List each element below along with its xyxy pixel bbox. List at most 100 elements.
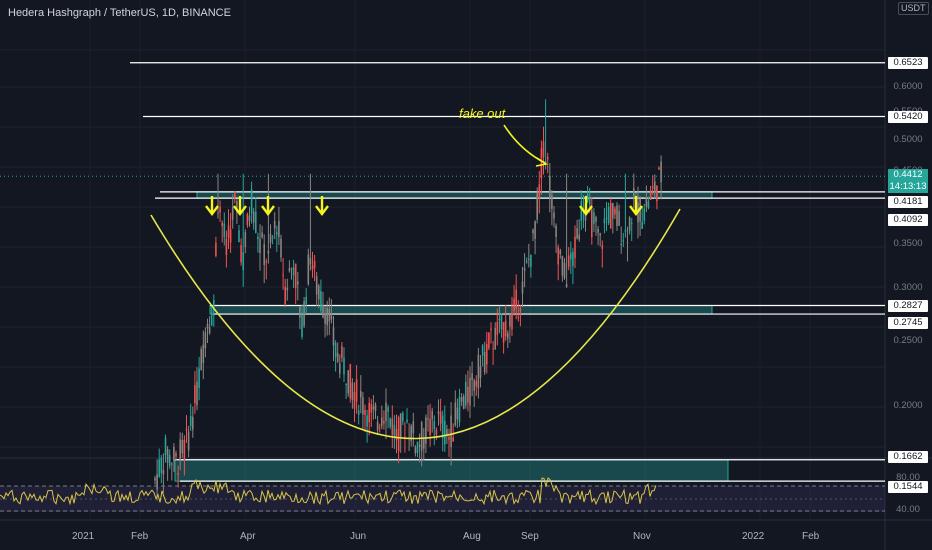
candle-body [196,381,198,406]
candle-body [294,263,297,289]
candle-body [416,441,419,453]
candle-body [250,189,253,214]
candle-body [431,410,433,420]
candle-body [202,344,205,364]
level-label: 0.1544 [888,481,928,494]
candle-body [240,245,242,263]
candle-body [607,206,610,224]
candle-body [521,281,524,294]
y-tick-label: 0.3000 [893,282,923,294]
candle-body [616,205,618,226]
candle-body [486,344,488,365]
candle-body [536,192,538,220]
y-tick-label: 0.2000 [893,400,923,411]
candle-body [187,431,190,451]
candle-body [448,436,450,440]
candle-body [334,343,337,358]
candle-body [271,237,274,239]
candle-body [658,167,660,170]
candle-body [336,352,339,362]
candle-body [549,175,551,198]
candle-body [313,260,316,269]
y-tick-label: 0.3500 [893,237,923,249]
candle-body [395,428,398,441]
candle-body [208,327,211,334]
candle-body [156,474,158,490]
candle-body [563,262,566,278]
candle-body [399,413,402,439]
candle-body [557,247,559,265]
candle-body [341,346,343,359]
candle-body [414,447,417,454]
candle-body [227,225,230,238]
candle-body [185,428,188,431]
candle-body [181,439,184,454]
symbol-title: Hedera Hashgraph / TetherUS, 1D, BINANCE [8,7,231,19]
candle-body [357,410,360,415]
candle-body [471,373,473,381]
candle-body [257,236,259,240]
candle-body [192,416,194,430]
down-arrow-head [315,205,329,216]
candle-body [591,209,593,238]
candle-body [618,211,620,226]
candle-body [441,415,444,439]
candle-body [481,345,484,356]
candle-body [488,332,490,349]
countdown-label: 14:13:13 [888,181,928,194]
candle-body [225,238,228,255]
candle-body [614,208,616,215]
candle-body [315,276,318,295]
candle-body [347,370,349,394]
candle-body [305,296,307,305]
candle-body [456,407,459,420]
candle-body [307,254,310,285]
candle-body [238,230,240,242]
candle-body [507,333,509,339]
candle-body [462,396,465,409]
candle-body [546,156,549,160]
rsi-tick-label: 40.00 [896,504,920,515]
candle-body [339,363,341,374]
candle-body [643,208,646,221]
candle-body [210,312,213,326]
candle-body [234,191,236,198]
candle-body [475,380,478,387]
candle-body [519,308,522,312]
candle-body [286,287,289,291]
candle-body [439,411,442,424]
candle-body [469,377,471,406]
candle-body [204,332,207,349]
currency-badge[interactable]: USDT [898,2,929,15]
candle-body [259,239,261,254]
fakeout-arrow-head [535,157,549,167]
candle-body [561,255,564,276]
candle-body [200,349,202,370]
candle-body [511,313,513,330]
x-tick-label: Aug [463,531,481,542]
fake-out-annotation: fake out [459,106,506,121]
candle-body [290,267,293,269]
candle-body [248,215,251,221]
level-label: 0.6523 [888,56,928,69]
level-label: 0.2745 [888,317,928,330]
candle-body [297,281,299,285]
candle-body [633,188,635,197]
candle-body [656,185,658,202]
current-price-label: 0.4412 [888,169,928,182]
candle-body [242,252,244,271]
candle-body [194,385,196,404]
candle-body [528,258,530,260]
candle-body [269,234,272,243]
candle-body [389,418,391,427]
candle-body [647,201,650,209]
candle-body [360,390,362,398]
candle-body [162,469,165,475]
candle-body [578,234,580,240]
y-tick-label: 0.5000 [893,133,923,145]
candle-body [597,228,599,233]
candle-body [444,420,446,445]
candle-body [328,309,331,322]
candle-body [324,313,326,324]
